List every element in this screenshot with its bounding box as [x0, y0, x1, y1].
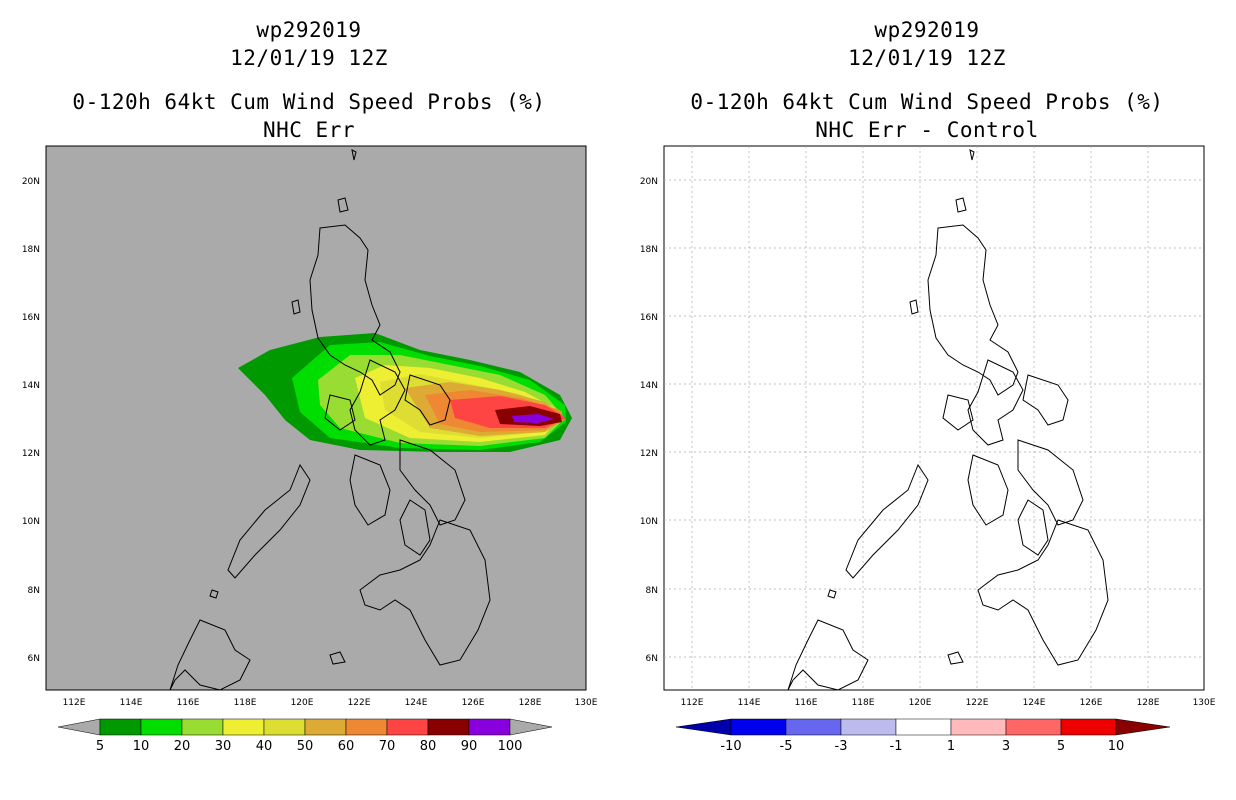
- colorbar-swatch: [304, 718, 347, 736]
- lon-label: 112E: [681, 698, 704, 708]
- colorbar-label: 90: [461, 739, 478, 754]
- lon-label: 122E: [348, 698, 371, 708]
- lon-label: 130E: [575, 698, 598, 708]
- colorbar-swatch: [222, 718, 265, 736]
- colorbar-low-arrow: [57, 718, 101, 736]
- colorbar-swatch: [785, 718, 842, 736]
- colorbar-label: 40: [256, 739, 273, 754]
- lat-label: 16N: [640, 313, 658, 323]
- storm-id: wp292019: [874, 18, 980, 42]
- colorbar-high-arrow: [509, 718, 553, 736]
- panel-subtitle: NHC Err - Control: [815, 118, 1039, 142]
- colorbar-swatch: [468, 718, 511, 736]
- lon-label: 120E: [291, 698, 314, 708]
- lon-label: 116E: [795, 698, 818, 708]
- lon-label: 130E: [1193, 698, 1216, 708]
- colorbar-swatch: [840, 718, 897, 736]
- colorbar-swatch: [181, 718, 224, 736]
- colorbar-label: 60: [338, 739, 355, 754]
- lat-axis: 20N 18N 16N 14N 12N 10N 8N 6N: [22, 177, 40, 664]
- colorbar-swatch: [263, 718, 306, 736]
- difference-map: 20N 18N 16N 14N 12N 10N 8N 6N 112E 114E …: [640, 145, 1216, 754]
- colorbar-label: 10: [133, 739, 150, 754]
- lat-label: 20N: [22, 177, 40, 187]
- colorbar-swatch: [99, 718, 142, 736]
- colorbar-label: 70: [379, 739, 396, 754]
- colorbar-swatch: [1060, 718, 1117, 736]
- lat-label: 6N: [646, 654, 658, 664]
- lat-axis: 20N 18N 16N 14N 12N 10N 8N 6N: [640, 177, 658, 664]
- colorbar-label: 100: [498, 739, 523, 754]
- lat-label: 18N: [640, 245, 658, 255]
- lon-label: 114E: [738, 698, 761, 708]
- colorbar-label: 5: [1057, 739, 1065, 754]
- colorbar-label: 20: [174, 739, 191, 754]
- right-panel: wp292019 12/01/19 12Z 0-120h 64kt Cum Wi…: [618, 0, 1236, 800]
- forecast-time: 12/01/19 12Z: [848, 46, 1006, 70]
- lon-axis: 112E 114E 116E 118E 120E 122E 124E 126E …: [681, 698, 1216, 708]
- map-background: [663, 145, 1205, 691]
- colorbar-swatch: [427, 718, 470, 736]
- lon-label: 122E: [966, 698, 989, 708]
- colorbar-label: -10: [720, 739, 741, 754]
- colorbar-swatch: [345, 718, 388, 736]
- lat-label: 10N: [22, 517, 40, 527]
- colorbar-label: 5: [96, 739, 104, 754]
- lat-label: 8N: [28, 586, 40, 596]
- lat-label: 12N: [22, 449, 40, 459]
- lon-label: 124E: [1023, 698, 1046, 708]
- swath-90: [512, 414, 554, 423]
- gridlines: [664, 146, 1204, 690]
- lon-label: 128E: [1137, 698, 1160, 708]
- lat-label: 16N: [22, 313, 40, 323]
- colorbar-label: -3: [835, 739, 848, 754]
- lon-label: 118E: [234, 698, 257, 708]
- lon-label: 114E: [120, 698, 143, 708]
- colorbar-label: -1: [890, 739, 903, 754]
- colorbar-swatch: [1005, 718, 1062, 736]
- lon-label: 116E: [177, 698, 200, 708]
- colorbar-label: 1: [947, 739, 955, 754]
- lat-label: 14N: [22, 381, 40, 391]
- colorbar-swatch: [386, 718, 429, 736]
- forecast-time: 12/01/19 12Z: [230, 46, 388, 70]
- left-panel: wp292019 12/01/19 12Z 0-120h 64kt Cum Wi…: [22, 18, 598, 754]
- colorbar-swatch: [140, 718, 183, 736]
- colorbar-low-arrow: [675, 718, 732, 736]
- lon-label: 112E: [63, 698, 86, 708]
- colorbar-label: 50: [297, 739, 314, 754]
- lat-label: 12N: [640, 449, 658, 459]
- lon-label: 126E: [1080, 698, 1103, 708]
- lon-axis: 112E 114E 116E 118E 120E 122E 124E 126E …: [63, 698, 598, 708]
- coastline: [169, 149, 491, 691]
- lat-label: 8N: [646, 586, 658, 596]
- colorbar-label: 80: [420, 739, 437, 754]
- colorbar-label: -5: [780, 739, 793, 754]
- lon-label: 128E: [519, 698, 542, 708]
- colorbar-label: 10: [1108, 739, 1125, 754]
- lon-label: 126E: [462, 698, 485, 708]
- lon-label: 118E: [852, 698, 875, 708]
- colorbar: 5 10 20 30 40 50 60 70 80 90 100: [57, 718, 553, 754]
- probability-map: 20N 18N 16N 14N 12N 10N 8N 6N 112E 114E …: [22, 145, 598, 754]
- product-title: 0-120h 64kt Cum Wind Speed Probs (%): [72, 90, 546, 114]
- colorbar-label: 3: [1002, 739, 1010, 754]
- lat-label: 20N: [640, 177, 658, 187]
- lon-label: 124E: [405, 698, 428, 708]
- lat-label: 10N: [640, 517, 658, 527]
- coastline: [787, 149, 1109, 691]
- product-title: 0-120h 64kt Cum Wind Speed Probs (%): [690, 90, 1164, 114]
- colorbar-swatch: [730, 718, 787, 736]
- lon-label: 120E: [909, 698, 932, 708]
- colorbar: -10 -5 -3 -1 1 3 5 10: [675, 718, 1171, 754]
- colorbar-swatch: [950, 718, 1007, 736]
- colorbar-label: 30: [215, 739, 232, 754]
- colorbar-swatch: [895, 718, 952, 736]
- lat-label: 14N: [640, 381, 658, 391]
- panel-subtitle: NHC Err: [262, 118, 355, 142]
- storm-id: wp292019: [256, 18, 362, 42]
- colorbar-high-arrow: [1115, 718, 1171, 736]
- lat-label: 6N: [28, 654, 40, 664]
- lat-label: 18N: [22, 245, 40, 255]
